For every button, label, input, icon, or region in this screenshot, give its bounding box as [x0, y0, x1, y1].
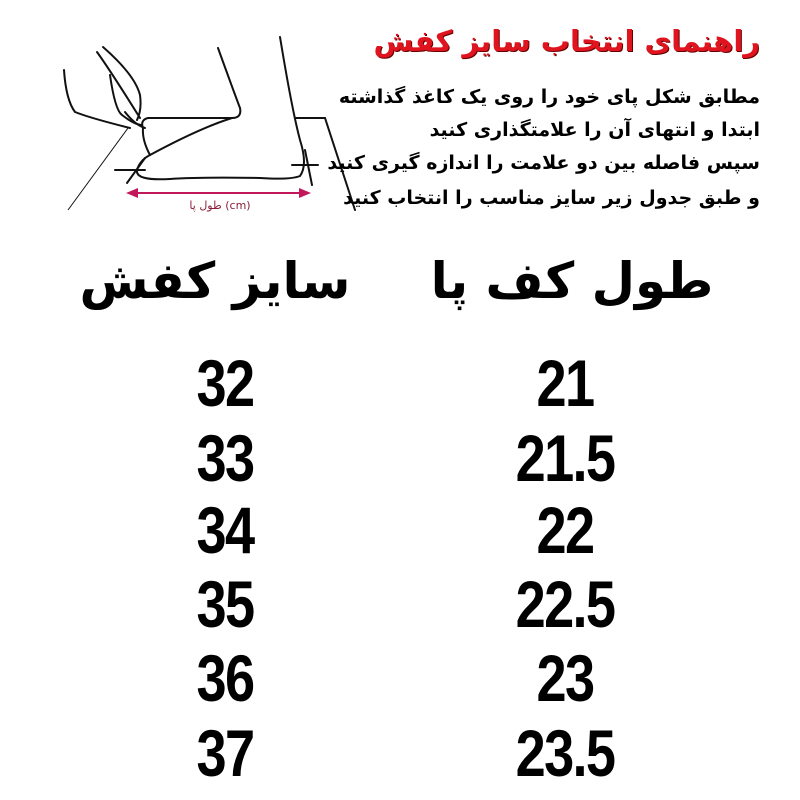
foot-length-value: 21.5: [515, 421, 616, 495]
shoe-size-value: 33: [196, 421, 256, 495]
instruction-line: مطابق شکل پای خود را روی یک کاغذ گذاشته: [338, 86, 760, 108]
shoe-size-value: 34: [196, 493, 256, 567]
shoe-size-value: 36: [196, 641, 256, 715]
foot-length-label: طول پا (cm): [189, 199, 250, 212]
foot-length-value: 23: [536, 641, 596, 715]
shoe-size-value: 35: [196, 567, 256, 641]
shoe-size-header: سایز کفش: [79, 252, 351, 310]
instruction-line: و طبق جدول زیر سایز مناسب را انتخاب کنید: [343, 187, 760, 209]
foot-measurement-diagram: طول پا (cm): [63, 36, 356, 212]
foot-length-header: طول کف پا: [430, 252, 714, 310]
foot-length-value: 22: [536, 493, 596, 567]
instruction-line: سپس فاصله بین دو علامت را اندازه گیری کن…: [327, 152, 760, 174]
shoe-size-value: 37: [196, 716, 256, 790]
foot-length-value: 21: [536, 346, 596, 420]
shoe-size-value: 32: [196, 346, 256, 420]
instruction-line: ابتدا و انتهای آن را علامتگذاری کنید: [429, 119, 760, 141]
foot-length-value: 23.5: [515, 716, 616, 790]
foot-length-value: 22.5: [515, 567, 616, 641]
guide-title: راهنمای انتخاب سایز کفش: [373, 24, 760, 58]
